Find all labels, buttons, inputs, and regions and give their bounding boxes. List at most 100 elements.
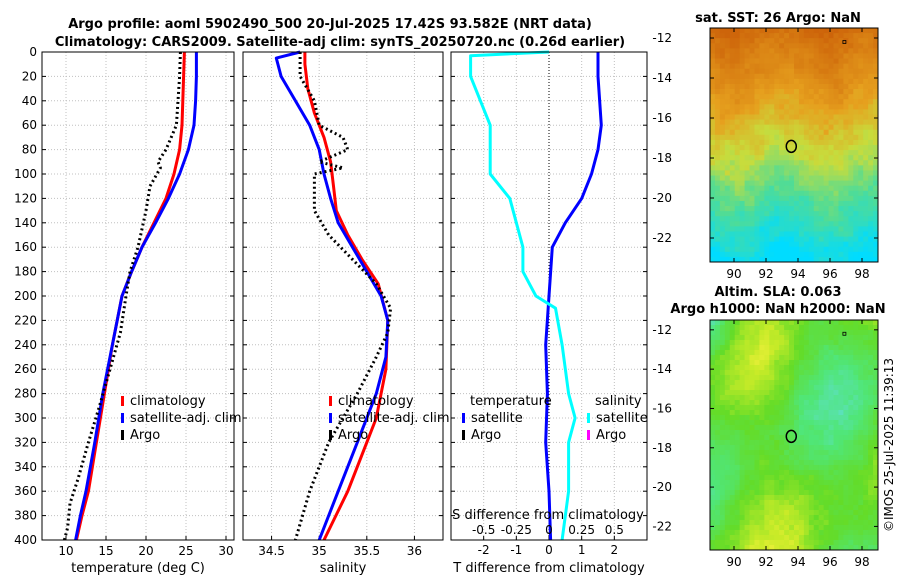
sst-map-cell — [858, 129, 864, 136]
sla-map-cell — [808, 370, 815, 376]
sla-map-cell — [808, 545, 815, 551]
sla-map-cell — [764, 520, 770, 526]
sla-map-cell — [813, 330, 820, 336]
depth-tick-label: 60 — [22, 118, 37, 132]
sst-map-cell — [853, 216, 859, 222]
sla-map-cell — [714, 360, 721, 366]
sla-map-cell — [739, 320, 745, 326]
sst-map-cell — [868, 58, 874, 65]
sst-map-cell — [848, 221, 854, 227]
sst-map-cell — [818, 195, 825, 202]
sst-map-cell — [873, 180, 879, 187]
sla-map-cell — [739, 500, 745, 506]
sla-map-cell — [818, 485, 825, 491]
sal-xtick-label: 35 — [312, 544, 327, 558]
sst-map-cell — [818, 68, 825, 75]
sla-map-cell — [858, 395, 864, 401]
sla-map-cell — [779, 410, 785, 416]
sst-map-cell — [828, 160, 834, 166]
sla-map-cell — [803, 450, 810, 456]
sst-map-cell — [803, 206, 810, 212]
sla-map-cell — [724, 475, 731, 481]
diff-legend-temp-satellite-label: satellite — [471, 411, 523, 426]
sst-map-cell — [734, 211, 741, 217]
sla-map-cell — [828, 415, 834, 421]
sla-map-cell — [779, 425, 785, 431]
sla-map-cell — [808, 420, 815, 426]
sst-map-cell — [739, 231, 745, 237]
sst-map-cell — [848, 109, 854, 115]
sst-map-cell — [853, 145, 859, 151]
depth-tick-label: 260 — [14, 362, 37, 376]
sst-map-cell — [873, 236, 879, 243]
sst-map-cell — [739, 139, 745, 146]
sst-map-cell — [833, 195, 839, 202]
sla-map-xtick-label: 90 — [726, 555, 741, 569]
sst-map-cell — [848, 160, 854, 166]
sla-map-cell — [858, 445, 864, 451]
sla-map-cell — [798, 485, 805, 491]
sla-map-cell — [828, 470, 834, 476]
sst-map-cell — [833, 185, 839, 192]
sst-map-cell — [754, 78, 760, 85]
sla-map-cell — [868, 470, 874, 476]
sla-map-cell — [798, 350, 805, 356]
sla-map-cell — [754, 345, 760, 351]
sst-map-cell — [863, 241, 869, 248]
sla-map-cell — [828, 390, 834, 396]
sla-map-cell — [808, 515, 815, 521]
sla-map-cell — [774, 450, 780, 456]
sla-map-cell — [843, 520, 849, 526]
sla-map-cell — [803, 470, 810, 476]
sst-map-cell — [754, 134, 760, 141]
sla-map-cell — [808, 525, 815, 531]
sst-map-cell — [828, 236, 834, 243]
sst-map-cell — [764, 114, 770, 120]
sla-map-cell — [828, 375, 834, 381]
sla-map-cell — [818, 490, 825, 496]
sla-map-cell — [803, 345, 810, 351]
sst-map-cell — [719, 78, 726, 85]
figure-title-line1: Argo profile: aoml 5902490_500 20-Jul-20… — [68, 17, 592, 32]
sla-map-cell — [734, 505, 741, 511]
sla-map-cell — [848, 530, 854, 536]
sst-map-cell — [710, 89, 716, 95]
sla-map-cell — [789, 510, 795, 516]
sst-map-cell — [764, 53, 770, 59]
sla-map-cell — [848, 350, 854, 356]
sst-map-cell — [843, 124, 849, 131]
sst-map-cell — [808, 134, 815, 141]
sst-map-cell — [774, 109, 780, 115]
sst-map-cell — [873, 38, 879, 44]
sst-map-cell — [818, 206, 825, 212]
sst-map-cell — [863, 150, 869, 156]
sla-map-cell — [868, 350, 874, 356]
sla-map-cell — [803, 505, 810, 511]
sla-map-cell — [833, 540, 839, 546]
sla-map-cell — [774, 400, 780, 406]
sla-map-cell — [823, 420, 829, 426]
sla-map-cell — [818, 395, 825, 401]
sst-map-cell — [739, 33, 745, 39]
sst-map-cell — [838, 145, 844, 151]
sst-map-cell — [744, 78, 750, 85]
sla-map-cell — [794, 505, 800, 511]
sla-map-cell — [808, 490, 815, 496]
sla-map-cell — [724, 520, 731, 526]
sst-map-cell — [843, 119, 849, 126]
sla-map-cell — [848, 515, 854, 521]
sst-map-cell — [714, 139, 721, 146]
sst-map-cell — [798, 185, 805, 192]
sla-map-cell — [828, 425, 834, 431]
sal-series-satellite-adj-clim — [274, 50, 390, 541]
sla-map-cell — [813, 335, 820, 341]
sla-map-cell — [754, 420, 760, 426]
sst-map-cell — [784, 53, 790, 59]
sla-map-cell — [863, 545, 869, 551]
sst-map-cell — [794, 175, 800, 182]
sst-map-cell — [724, 68, 731, 75]
sla-map-cell — [754, 370, 760, 376]
sla-map-cell — [803, 350, 810, 356]
sla-map-cell — [714, 340, 721, 346]
sla-map-cell — [784, 330, 790, 336]
